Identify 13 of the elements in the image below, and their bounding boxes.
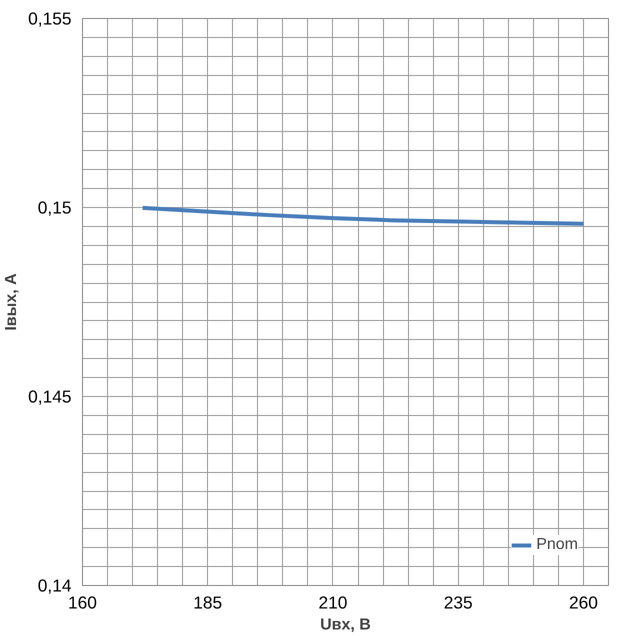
- legend-label: Pnom: [536, 536, 578, 554]
- x-tick-label: 185: [193, 592, 222, 612]
- x-tick-label: 210: [318, 592, 348, 612]
- x-tick-label: 160: [68, 592, 97, 612]
- x-tick-label: 260: [568, 592, 598, 612]
- y-tick-label: 0,145: [28, 386, 72, 406]
- y-tick-label: 0,14: [38, 576, 72, 596]
- x-tick-label: 235: [444, 592, 473, 612]
- y-axis-title: Iвых, А: [3, 272, 20, 331]
- x-axis-title: Uвх, В: [320, 616, 371, 634]
- line-series: [140, 206, 586, 226]
- y-tick-label: 0,15: [38, 198, 72, 218]
- y-tick-label: 0,155: [28, 8, 72, 28]
